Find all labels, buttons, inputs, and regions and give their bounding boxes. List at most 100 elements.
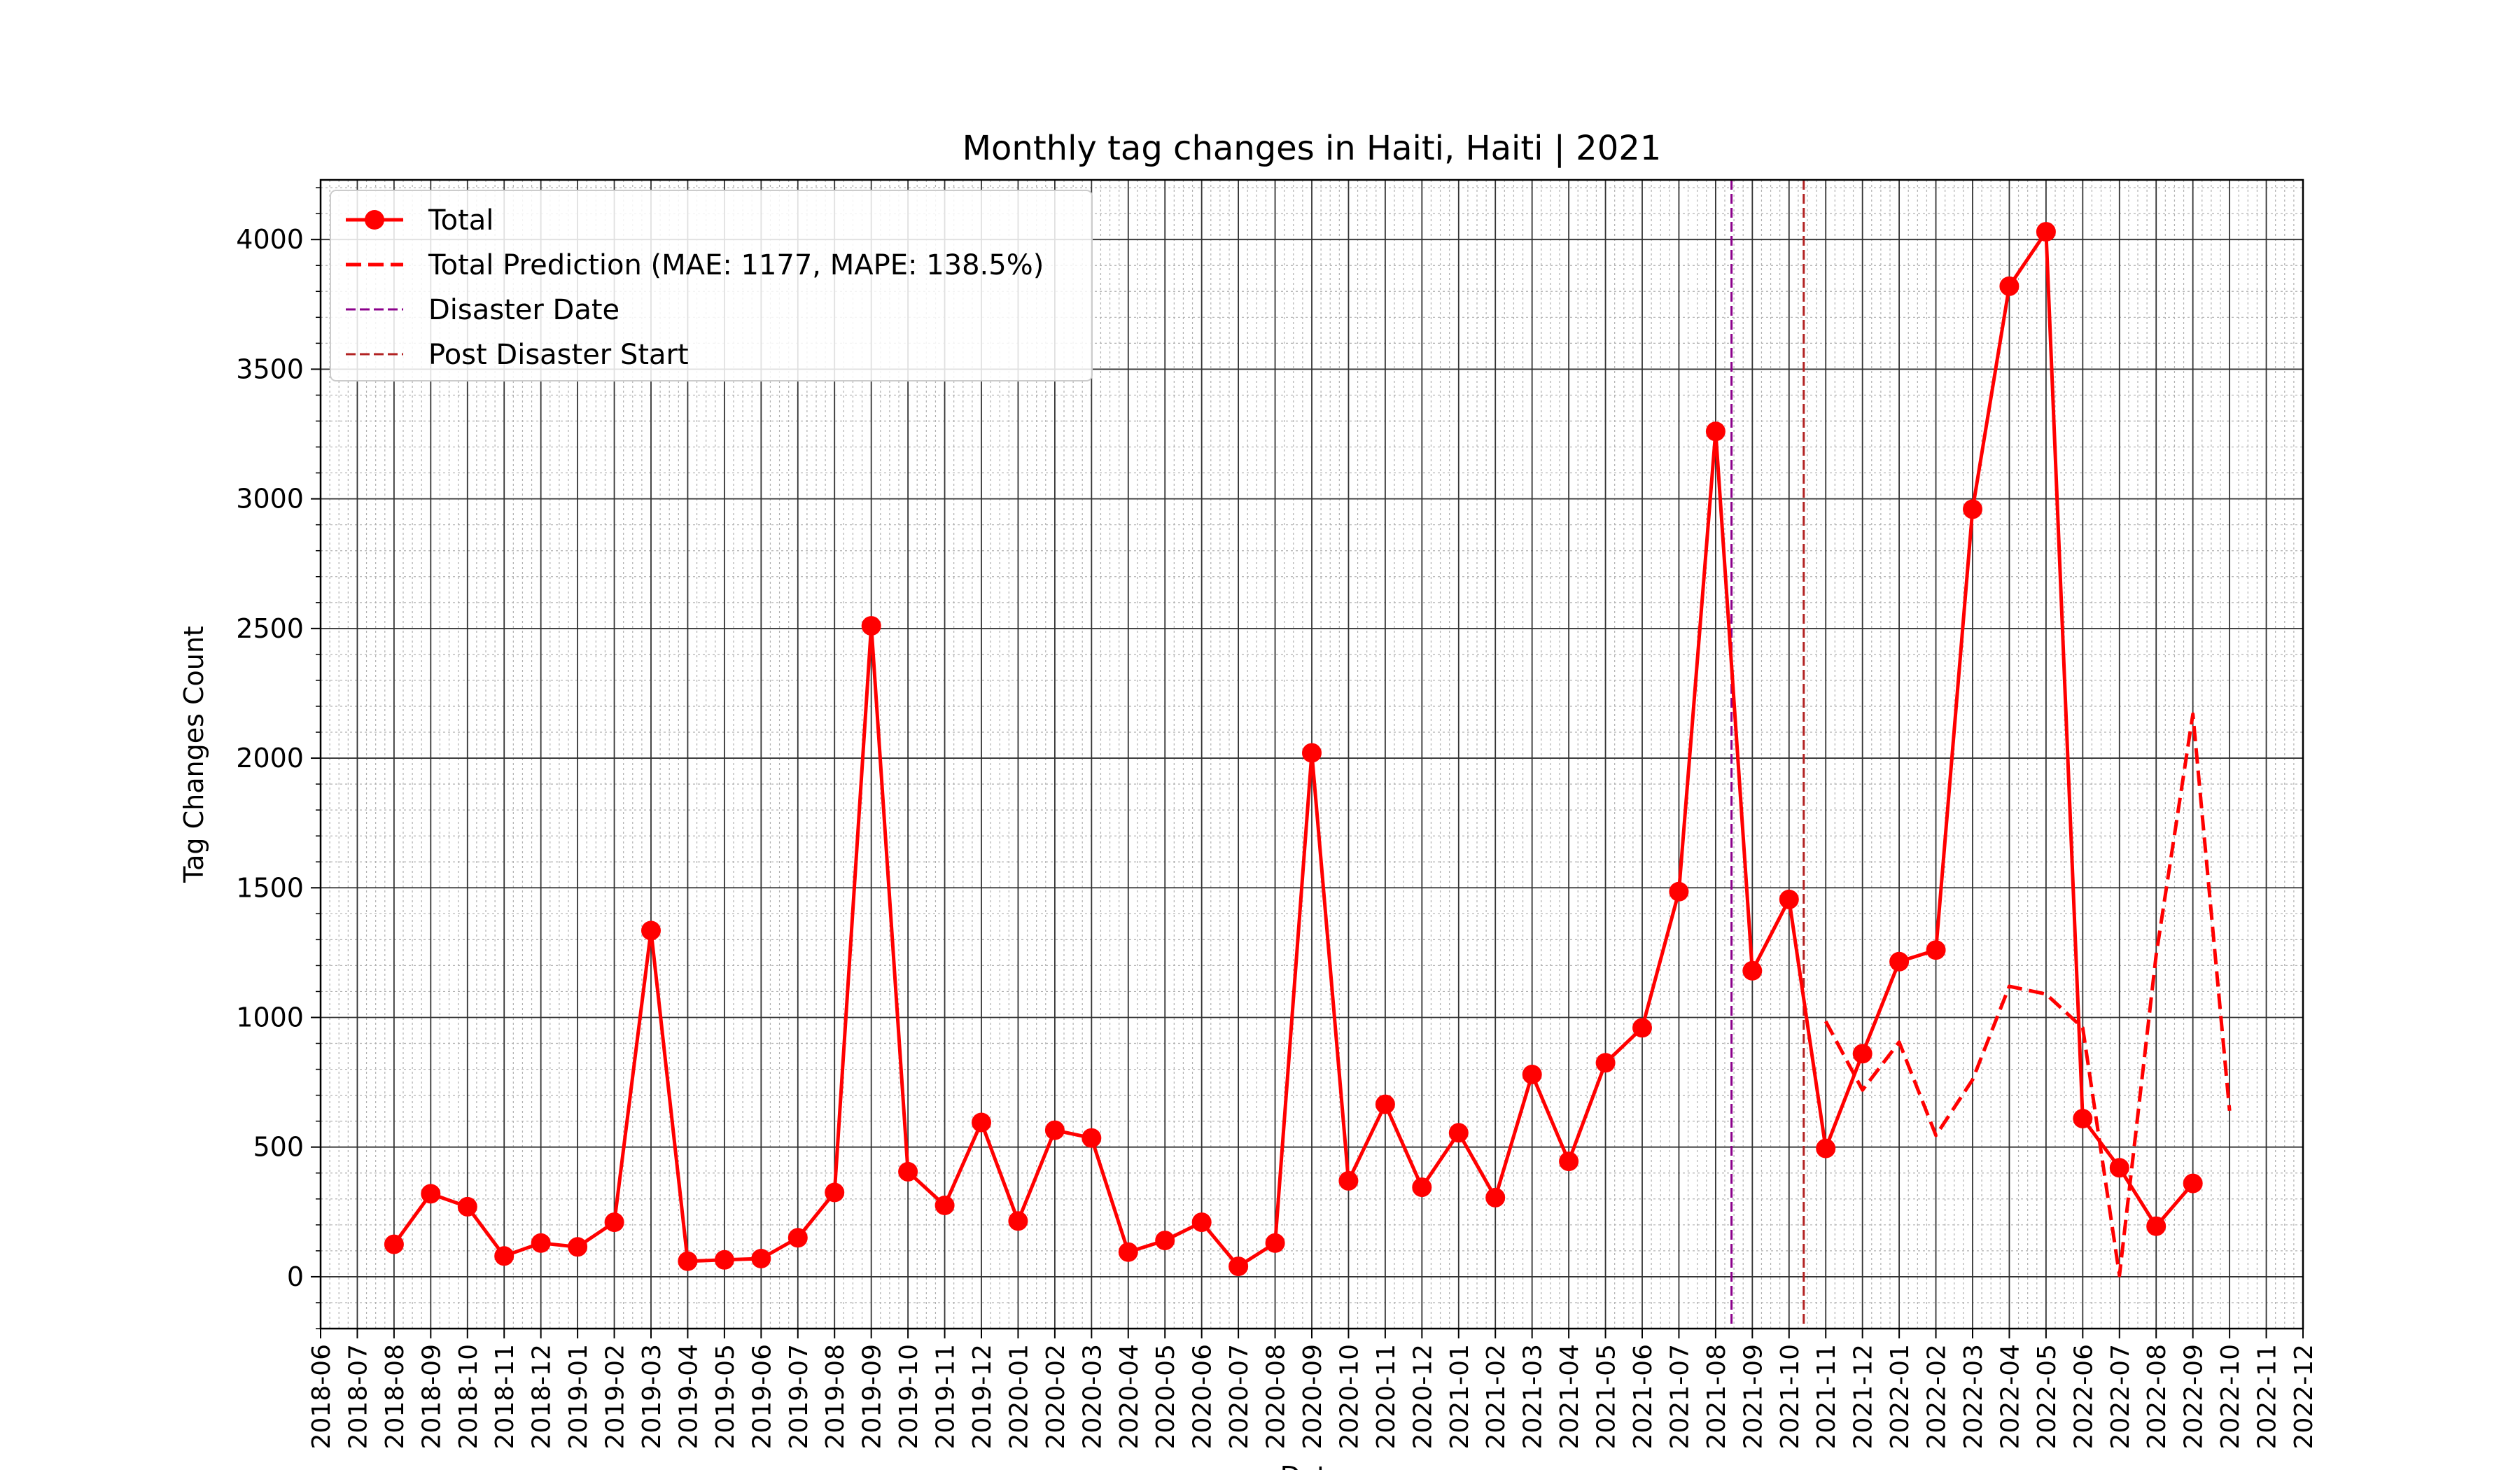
y-tick-label: 4000 xyxy=(236,224,304,255)
y-axis-label: Tag Changes Count xyxy=(178,626,209,883)
data-point xyxy=(384,1234,404,1254)
y-tick-label: 3500 xyxy=(236,354,304,384)
data-point xyxy=(861,616,881,636)
x-tick-label: 2022-10 xyxy=(2216,1344,2245,1449)
data-point xyxy=(1926,940,1946,960)
x-tick-label: 2018-07 xyxy=(344,1344,372,1449)
data-point xyxy=(1779,889,1799,909)
data-point xyxy=(1742,960,1763,981)
data-point xyxy=(641,920,661,941)
data-point xyxy=(1595,1053,1616,1073)
data-point xyxy=(1705,421,1726,442)
y-tick-label: 2000 xyxy=(236,743,304,774)
x-tick-label: 2021-10 xyxy=(1776,1344,1805,1449)
x-tick-label: 2021-01 xyxy=(1446,1344,1474,1449)
data-point xyxy=(568,1237,588,1257)
legend-label: Post Disaster Start xyxy=(428,339,689,371)
x-tick-label: 2022-05 xyxy=(2033,1344,2062,1449)
x-tick-label: 2018-11 xyxy=(491,1344,519,1449)
data-point xyxy=(1448,1123,1469,1143)
data-point xyxy=(2036,222,2056,242)
x-tick-label: 2021-07 xyxy=(1665,1344,1694,1449)
x-axis-label: Date xyxy=(1280,1461,1344,1470)
x-tick-label: 2021-11 xyxy=(1812,1344,1841,1449)
x-tick-label: 2019-07 xyxy=(785,1344,813,1449)
y-tick-label: 0 xyxy=(287,1261,304,1292)
y-tick-label: 1000 xyxy=(236,1002,304,1032)
data-point xyxy=(1559,1152,1579,1172)
data-point xyxy=(1338,1170,1359,1191)
x-tick-label: 2022-02 xyxy=(1923,1344,1952,1449)
event-lines xyxy=(1730,180,1805,1329)
data-point xyxy=(531,1233,551,1253)
data-point xyxy=(1889,951,1910,972)
data-point xyxy=(1044,1120,1065,1140)
x-tick-label: 2022-01 xyxy=(1886,1344,1914,1449)
y-tick-label: 500 xyxy=(253,1132,304,1163)
data-point xyxy=(457,1196,477,1217)
data-point xyxy=(1082,1128,1102,1148)
x-tick-label: 2022-04 xyxy=(1996,1344,2024,1449)
x-tick-label: 2020-06 xyxy=(1189,1344,1217,1449)
x-tick-label: 2021-06 xyxy=(1629,1344,1658,1449)
y-tick-label: 3000 xyxy=(236,484,304,514)
data-point xyxy=(1669,881,1689,902)
data-point xyxy=(421,1184,441,1204)
data-point xyxy=(751,1249,771,1268)
data-point xyxy=(1118,1242,1138,1262)
x-tick-label: 2019-02 xyxy=(601,1344,630,1449)
x-tick-label: 2019-09 xyxy=(858,1344,887,1449)
x-tick-label: 2021-03 xyxy=(1519,1344,1548,1449)
x-tick-label: 2019-06 xyxy=(748,1344,776,1449)
data-point xyxy=(2073,1109,2093,1128)
x-tick-label: 2020-02 xyxy=(1042,1344,1070,1449)
data-point xyxy=(788,1228,808,1248)
x-tick-label: 2019-01 xyxy=(564,1344,593,1449)
data-point xyxy=(604,1212,624,1233)
x-tick-label: 2018-08 xyxy=(381,1344,410,1449)
y-tick-label: 1500 xyxy=(236,872,304,903)
legend-label: Total Prediction (MAE: 1177, MAPE: 138.5… xyxy=(428,249,1044,281)
data-point xyxy=(1485,1187,1506,1208)
data-point xyxy=(1375,1094,1395,1114)
y-tick-label: 2500 xyxy=(236,613,304,644)
x-tick-label: 2020-03 xyxy=(1078,1344,1107,1449)
legend-label: Total xyxy=(428,204,493,237)
data-point xyxy=(1852,1044,1872,1064)
x-tick-label: 2019-11 xyxy=(932,1344,960,1449)
data-point xyxy=(1963,499,1982,519)
x-tick-label: 2019-08 xyxy=(821,1344,850,1449)
data-point xyxy=(1412,1177,1432,1198)
x-tick-label: 2019-04 xyxy=(674,1344,703,1449)
data-point xyxy=(1816,1138,1836,1158)
x-tick-label: 2021-09 xyxy=(1739,1344,1768,1449)
x-tick-label: 2018-09 xyxy=(417,1344,446,1449)
legend: Total Total Prediction (MAE: 1177, MAPE: … xyxy=(330,190,1093,382)
x-tick-label: 2021-04 xyxy=(1555,1344,1584,1449)
data-point xyxy=(825,1182,845,1203)
x-tick-label: 2018-10 xyxy=(454,1344,483,1449)
data-point xyxy=(2146,1216,2166,1236)
x-tick-label: 2019-12 xyxy=(968,1344,997,1449)
x-tick-label: 2021-05 xyxy=(1592,1344,1621,1449)
prediction-line xyxy=(1823,712,2232,1278)
x-tick-label: 2022-08 xyxy=(2143,1344,2171,1449)
x-tick-label: 2020-12 xyxy=(1408,1344,1437,1449)
data-point xyxy=(972,1112,991,1133)
x-tick-label: 2020-07 xyxy=(1225,1344,1254,1449)
data-point xyxy=(2183,1173,2203,1194)
data-point xyxy=(714,1250,734,1270)
x-tick-label: 2020-01 xyxy=(1004,1344,1033,1449)
data-point xyxy=(1522,1065,1542,1084)
x-tick-label: 2022-11 xyxy=(2253,1344,2282,1449)
x-tick-label: 2019-10 xyxy=(895,1344,923,1449)
tick-layer: 2018-06 2018-07 2018-08 2018-09 2018-10 2018-… xyxy=(236,187,2318,1449)
data-point xyxy=(678,1251,698,1271)
x-tick-label: 2019-05 xyxy=(711,1344,740,1449)
x-tick-label: 2020-11 xyxy=(1372,1344,1401,1449)
x-tick-label: 2018-06 xyxy=(307,1344,336,1449)
legend-marker xyxy=(365,210,384,230)
x-tick-label: 2022-12 xyxy=(2290,1344,2318,1449)
series-layer xyxy=(384,222,2232,1278)
x-tick-label: 2022-03 xyxy=(1959,1344,1988,1449)
